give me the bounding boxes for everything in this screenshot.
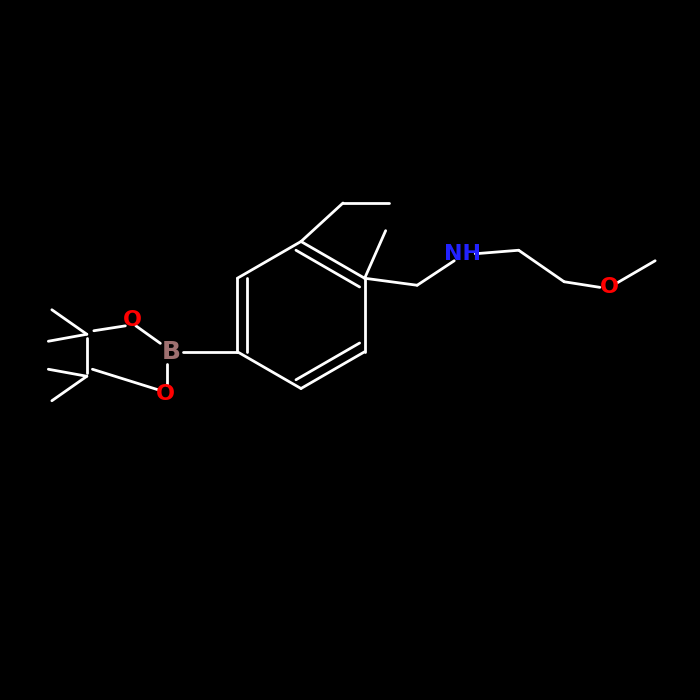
Text: B: B	[161, 340, 181, 364]
Text: NH: NH	[444, 244, 481, 264]
Text: O: O	[122, 310, 142, 330]
Text: O: O	[600, 277, 620, 297]
Text: O: O	[155, 384, 175, 404]
